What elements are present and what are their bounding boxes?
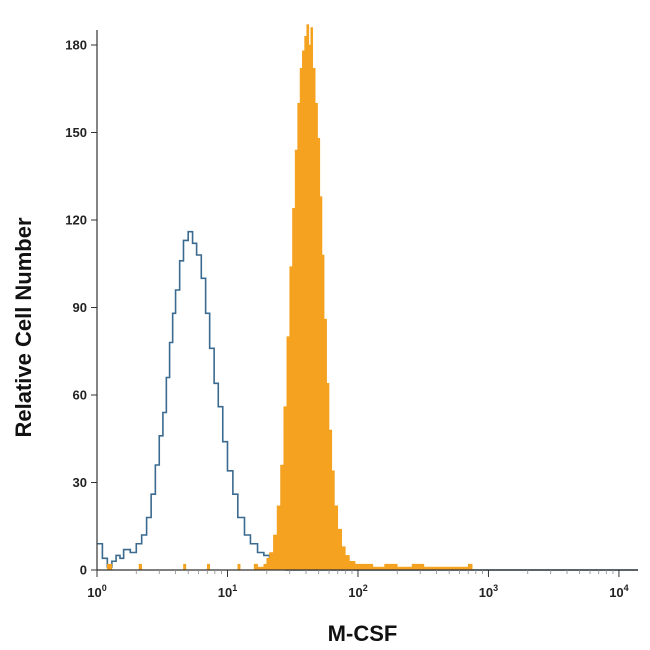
axes-layer [96, 30, 638, 571]
x-axis-ticks: 100 101 102 103 104 [87, 570, 629, 600]
histogram-filled-series [97, 24, 638, 571]
y-tick-label: 150 [65, 125, 87, 140]
x-tick-label: 102 [348, 583, 367, 600]
x-tick-label: 104 [609, 583, 628, 600]
y-tick-label: 90 [73, 300, 87, 315]
series-layer [97, 24, 638, 571]
y-axis-ticks: 0 30 60 90 120 150 180 [65, 38, 97, 578]
y-tick-label: 0 [80, 563, 87, 578]
x-tick-label: 103 [479, 583, 498, 600]
y-tick-label: 30 [73, 475, 87, 490]
histogram-outline-series [97, 230, 638, 571]
y-tick-label: 60 [73, 388, 87, 403]
x-axis-title: M-CSF [328, 621, 398, 646]
y-tick-label: 120 [65, 213, 87, 228]
x-tick-label: 101 [218, 583, 237, 600]
y-axis-title: Relative Cell Number [11, 217, 36, 438]
x-tick-label: 100 [87, 583, 106, 600]
y-tick-label: 180 [65, 38, 87, 53]
